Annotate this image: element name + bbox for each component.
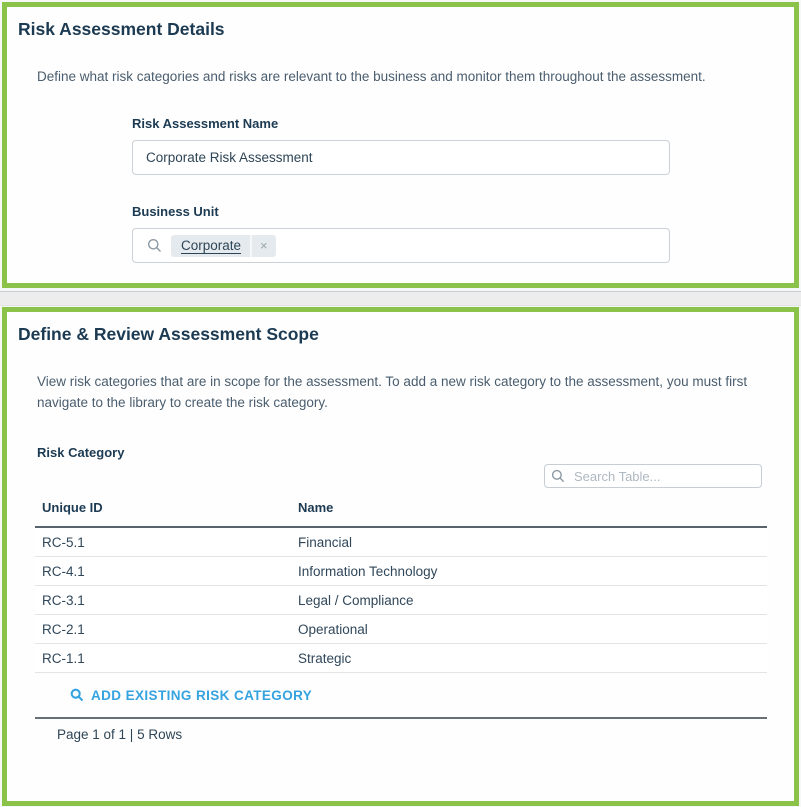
business-unit-select[interactable]: Corporate × (132, 228, 670, 264)
table-row[interactable]: RC-3.1 Legal / Compliance (35, 586, 767, 616)
details-section-title: Risk Assessment Details (18, 19, 225, 39)
scope-section-description: View risk categories that are in scope f… (37, 374, 748, 411)
scope-section-title: Define & Review Assessment Scope (18, 324, 319, 344)
cell-name: Operational (298, 621, 368, 637)
risk-assessment-details-panel: Risk Assessment Details Define what risk… (2, 2, 799, 288)
cell-name: Information Technology (298, 563, 438, 579)
cell-unique-id: RC-2.1 (42, 621, 85, 637)
table-row[interactable]: RC-2.1 Operational (35, 615, 767, 645)
assessment-scope-panel: Define & Review Assessment Scope View ri… (2, 307, 799, 806)
chip-label: Corporate (181, 237, 242, 253)
search-icon (70, 688, 84, 702)
business-unit-chip[interactable]: Corporate × (171, 234, 276, 257)
cell-unique-id: RC-1.1 (42, 650, 85, 666)
chip-remove-icon[interactable]: × (250, 234, 276, 257)
table-row[interactable]: RC-1.1 Strategic (35, 644, 767, 674)
details-section-description: Define what risk categories and risks ar… (37, 69, 706, 85)
table-row[interactable]: RC-5.1 Financial (35, 528, 767, 558)
pagination-status: Page 1 of 1 | 5 Rows (57, 727, 183, 743)
section-divider (0, 291, 801, 306)
search-icon (147, 238, 162, 253)
cell-unique-id: RC-5.1 (42, 534, 85, 550)
table-row[interactable]: RC-4.1 Information Technology (35, 557, 767, 587)
details-form: Risk Assessment Name Business Unit Corpo… (132, 116, 670, 264)
column-header-unique-id: Unique ID (42, 499, 103, 515)
add-existing-risk-category-button[interactable]: ADD EXISTING RISK CATEGORY (70, 688, 312, 703)
table-search-input[interactable] (572, 467, 746, 485)
risk-category-table: Unique ID Name RC-5.1 Financial RC-4.1 I… (35, 488, 767, 742)
add-button-label: ADD EXISTING RISK CATEGORY (91, 687, 313, 703)
business-unit-label: Business Unit (132, 204, 219, 220)
column-header-name: Name (298, 499, 334, 515)
cell-name: Strategic (298, 650, 352, 666)
cell-name: Financial (298, 534, 353, 550)
table-search-box[interactable] (544, 464, 762, 489)
cell-unique-id: RC-3.1 (42, 592, 85, 608)
cell-name: Legal / Compliance (298, 592, 414, 608)
risk-category-label: Risk Category (37, 445, 125, 461)
cell-unique-id: RC-4.1 (42, 563, 85, 579)
risk-assessment-name-input[interactable] (132, 140, 670, 176)
add-row: ADD EXISTING RISK CATEGORY (35, 673, 767, 720)
table-header-row: Unique ID Name (35, 488, 767, 529)
table-search-row (18, 464, 778, 489)
risk-assessment-name-label: Risk Assessment Name (132, 116, 279, 132)
search-icon (551, 469, 565, 483)
